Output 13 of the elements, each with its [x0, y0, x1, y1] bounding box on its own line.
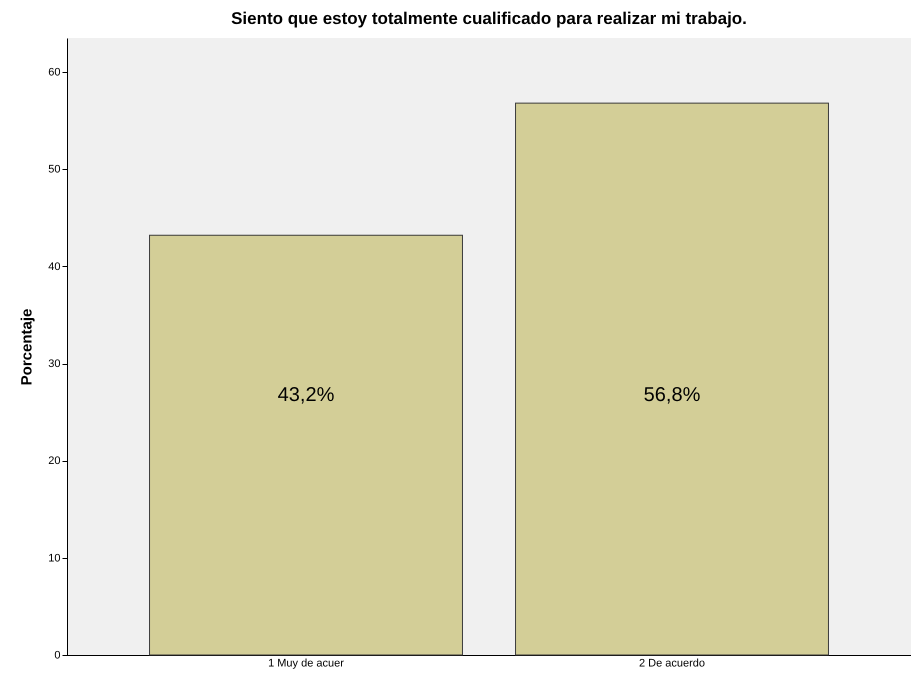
y-tick-label: 20	[48, 455, 60, 468]
x-tick-label: 1 Muy de acuer	[268, 658, 344, 670]
data-label: 43,2%	[278, 384, 335, 406]
y-axis-title: Porcentaje	[18, 308, 36, 386]
y-tick-label: 10	[48, 552, 60, 564]
y-tick-label: 40	[48, 260, 60, 273]
y-tick-label: 30	[48, 358, 60, 370]
y-tick-label: 0	[54, 650, 60, 662]
x-tick-label: 2 De acuerdo	[638, 658, 706, 670]
y-tick-label: 60	[48, 66, 60, 79]
data-label: 56,8%	[644, 384, 701, 406]
y-tick-label: 50	[48, 164, 60, 176]
chart-title: Siento que estoy totalmente cualificado para realizar mi trabajo.	[231, 9, 747, 28]
